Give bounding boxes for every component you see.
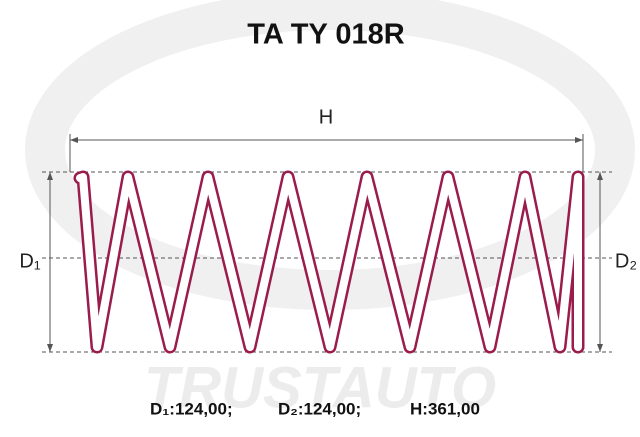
arrowheads — [47, 137, 603, 352]
dimension-lines — [42, 134, 612, 353]
spring — [73, 170, 585, 354]
spec-h: H:361,00 — [410, 399, 480, 418]
d2-label: D₂ — [615, 250, 637, 272]
watermark: TRUSTAUTO — [144, 355, 496, 420]
height-label: H — [319, 106, 333, 128]
spec-d1: D₁:124,00; — [150, 399, 233, 418]
watermark-logo — [25, 0, 635, 310]
title: TA TY 018R — [247, 19, 404, 51]
d1-label: D₁ — [19, 250, 40, 272]
spec-d2: D₂:124,00; — [278, 399, 361, 418]
